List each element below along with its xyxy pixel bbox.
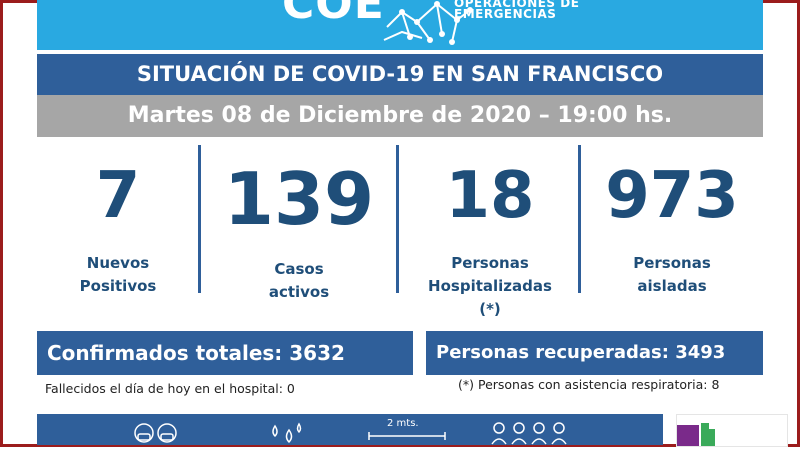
stat-label: aisladas xyxy=(637,277,707,295)
divider xyxy=(198,145,201,293)
stat-label: Hospitalizadas xyxy=(428,277,552,295)
personas-recuperadas: Personas recuperadas: 3493 xyxy=(426,331,763,375)
stat-label: Nuevos xyxy=(86,254,150,272)
stat-aisladas: 973 Personas aisladas xyxy=(581,140,763,298)
stat-value: 139 xyxy=(223,157,375,241)
distance-label: 2 mts. xyxy=(387,418,419,429)
fallecidos-note: Fallecidos el día de hoy en el hospital:… xyxy=(45,381,295,396)
corner-logo xyxy=(676,414,788,447)
stats-panel: 7 Nuevos Positivos 139 Casos activos 18 … xyxy=(37,140,763,320)
coe-logo-subtitle: OPERACIONES DE EMERGENCIAS xyxy=(454,0,579,20)
stat-casos-activos: 139 Casos activos xyxy=(201,140,397,304)
coe-logo-text: COE xyxy=(282,0,385,29)
network-logo-icon xyxy=(383,1,473,45)
stat-label: Personas xyxy=(451,254,529,272)
stat-nuevos-positivos: 7 Nuevos Positivos xyxy=(37,140,199,298)
stat-label: Positivos xyxy=(79,277,157,295)
water-drops-icon xyxy=(272,422,302,444)
stat-value: 973 xyxy=(605,159,739,233)
page-title: SITUACIÓN DE COVID-19 EN SAN FRANCISCO xyxy=(37,54,763,95)
header-banner: COE OPERACIONES DE EMERGENCIAS xyxy=(37,0,763,50)
logo-sub-line2: EMERGENCIAS xyxy=(454,7,557,21)
divider xyxy=(578,145,581,293)
confirmados-totales: Confirmados totales: 3632 xyxy=(37,331,413,375)
date-line: Martes 08 de Diciembre de 2020 – 19:00 h… xyxy=(37,95,763,137)
asistencia-note: (*) Personas con asistencia respiratoria… xyxy=(458,377,720,392)
stat-label: Casos xyxy=(274,260,324,278)
stat-label: activos xyxy=(268,283,330,301)
logo-sub-line1: OPERACIONES DE xyxy=(454,0,580,10)
municipal-logo-icon xyxy=(677,423,715,446)
people-masks-icon xyxy=(134,423,177,443)
stat-hospitalizadas: 18 Personas Hospitalizadas (*) xyxy=(399,140,581,321)
stat-label: (*) xyxy=(479,300,501,318)
stat-value: 7 xyxy=(95,159,141,233)
stat-value: 18 xyxy=(445,159,535,233)
group-icon xyxy=(491,422,567,445)
prevention-strip: 2 mts. xyxy=(37,414,663,445)
stat-label: Personas xyxy=(633,254,711,272)
divider xyxy=(396,145,399,293)
distance-icon xyxy=(368,432,446,440)
